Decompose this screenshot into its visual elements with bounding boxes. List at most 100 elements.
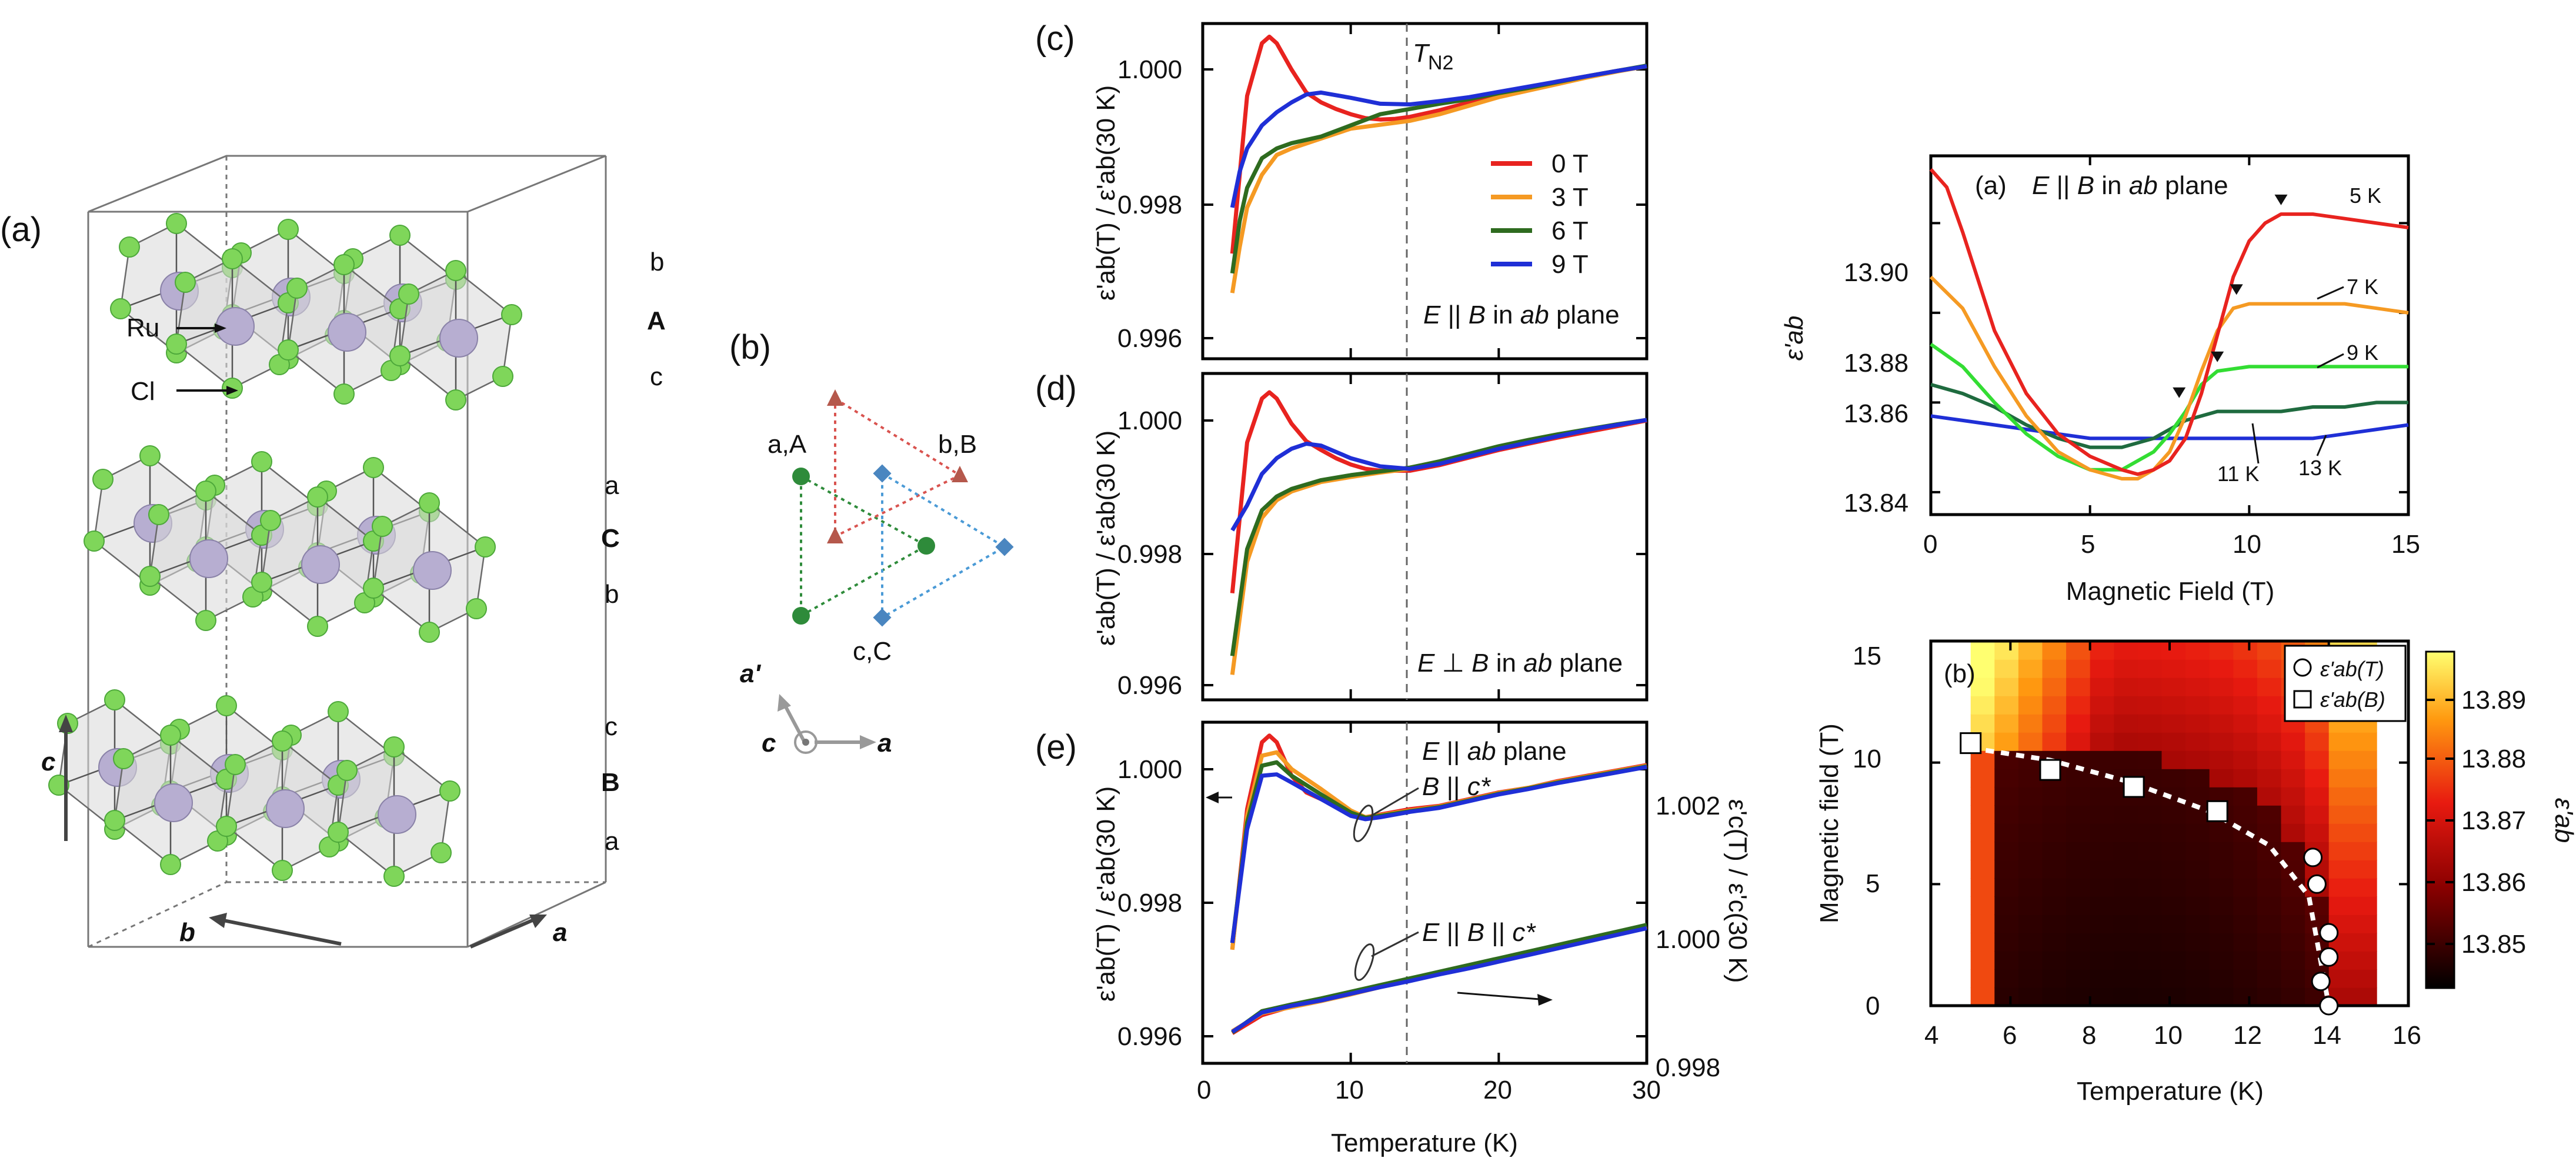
site-aA-label: a,A [768, 430, 807, 459]
cl-atom [372, 516, 393, 537]
fs-label-7K: 7 K [2347, 275, 2378, 299]
fs-xtick-0: 0 [1923, 530, 1937, 559]
hm-cell [1994, 641, 2019, 660]
hm-cell [2161, 678, 2186, 696]
hm-cell [2018, 823, 2043, 842]
hm-cell [2066, 714, 2091, 733]
panel-b-stacking: (b) a,A b,B c,C a' c a [729, 328, 1014, 757]
d-ytick-1000: 1.000 [1117, 406, 1182, 435]
hm-legend-circle: ε'ab(T) [2320, 657, 2384, 681]
hm-cell [2137, 823, 2163, 842]
hm-cell [2090, 842, 2115, 860]
cl-atom [278, 339, 299, 361]
hm-cell [2353, 842, 2377, 860]
hm-cell [2233, 987, 2258, 1006]
hm-cell [2185, 860, 2210, 879]
hm-cell [2233, 896, 2258, 915]
axis-b-label: b [179, 918, 195, 947]
hm-xtick-16: 16 [2393, 1021, 2421, 1050]
hm-cell [2066, 951, 2091, 970]
hm-cell [2353, 896, 2377, 915]
hm-cell [2233, 878, 2258, 897]
hm-cell [2161, 823, 2186, 842]
hm-cell [2090, 732, 2115, 751]
hm-cell [2257, 969, 2282, 988]
hm-cell [2209, 878, 2234, 897]
hm-circle-point [2303, 847, 2323, 867]
hm-circle-point [2307, 874, 2327, 894]
panel-b-label: (b) [729, 328, 771, 366]
site-bB-label: b,B [938, 430, 977, 459]
crystal-axes: c b a [41, 715, 567, 949]
hm-cell [2185, 969, 2210, 988]
hm-cell [2185, 878, 2210, 897]
hm-cell [2233, 732, 2258, 751]
e-ytick-r-1002: 1.002 [1656, 792, 1720, 820]
hm-cell [2114, 823, 2138, 842]
hm-cell [2018, 842, 2043, 860]
panel-c: (c) 1.000 0.998 0.996 T N2 0 T 3 T 6 T 9… [1035, 19, 1649, 361]
cl-atom [148, 504, 169, 525]
hm-cell [2281, 769, 2305, 787]
hm-cell [2185, 750, 2210, 769]
cl-atom [431, 842, 452, 863]
hm-cell [2209, 933, 2234, 952]
hm-ytick-15: 15 [1853, 642, 1881, 670]
hm-cell [2066, 769, 2091, 787]
hm-cell [2114, 732, 2138, 751]
cl-atom [216, 816, 237, 837]
hm-cell [1994, 878, 2019, 897]
layer2-mid: C [601, 524, 620, 553]
hm-cell [2233, 750, 2258, 769]
hm-cell [2305, 732, 2330, 751]
hm-square-point [2039, 759, 2061, 781]
hm-cell [2042, 659, 2067, 678]
d-series-9T [1230, 418, 1647, 532]
hm-cell [2353, 969, 2377, 988]
hm-cell [2257, 915, 2282, 933]
cb-label: ε'ab [2550, 798, 2576, 843]
hm-cell [2209, 987, 2234, 1006]
hm-legend: ε'ab(T) ε'ab(B) [2284, 645, 2407, 722]
hm-cell [1994, 678, 2019, 696]
fs-ytick-1390: 13.90 [1844, 258, 1908, 287]
hm-cell [2209, 696, 2234, 715]
hm-cell [2161, 842, 2186, 860]
hm-cell [2042, 933, 2067, 952]
cl-atom [445, 389, 466, 411]
c-condition: E || B in ab plane [1423, 301, 1620, 329]
layer-letters: b A c a C b c B a [601, 248, 666, 856]
legend-3T: 3 T [1551, 183, 1589, 212]
hm-xtick-4: 4 [1924, 1021, 1938, 1050]
hm-cell [2114, 678, 2138, 696]
hm-cell [2353, 987, 2377, 1006]
cl-atom [160, 854, 181, 875]
hm-circle-point [2311, 972, 2331, 992]
e-ytick-r-0998: 0.998 [1656, 1053, 1720, 1082]
hm-cell [2161, 714, 2186, 733]
fs-transition-marker [2173, 387, 2186, 398]
cl-atom [139, 445, 161, 466]
hm-cell [1994, 805, 2019, 824]
c-ytick-0998: 0.998 [1117, 191, 1182, 219]
hm-cell [2090, 896, 2115, 915]
hm-cell [2281, 987, 2305, 1006]
hm-cell [2257, 750, 2282, 769]
d-ytick-0996: 0.996 [1117, 671, 1182, 700]
cl-atom [475, 536, 496, 558]
hm-cell [2066, 696, 2091, 715]
cl-atom [419, 492, 440, 513]
hm-cell [2042, 678, 2067, 696]
hm-cell [2018, 896, 2043, 915]
hm-cell [2281, 969, 2305, 988]
legend-9T: 9 T [1551, 250, 1589, 279]
hm-cell [2257, 732, 2282, 751]
fs-transition-marker [2211, 351, 2224, 362]
hm-cell [2185, 769, 2210, 787]
hm-cell [2114, 750, 2138, 769]
cl-atom [389, 345, 411, 366]
hm-cell [2328, 842, 2354, 860]
d-ylabel: ε'ab(T) / ε'ab(30 K) [1092, 431, 1120, 646]
hm-cell [2233, 860, 2258, 879]
hm-cell [2137, 732, 2163, 751]
